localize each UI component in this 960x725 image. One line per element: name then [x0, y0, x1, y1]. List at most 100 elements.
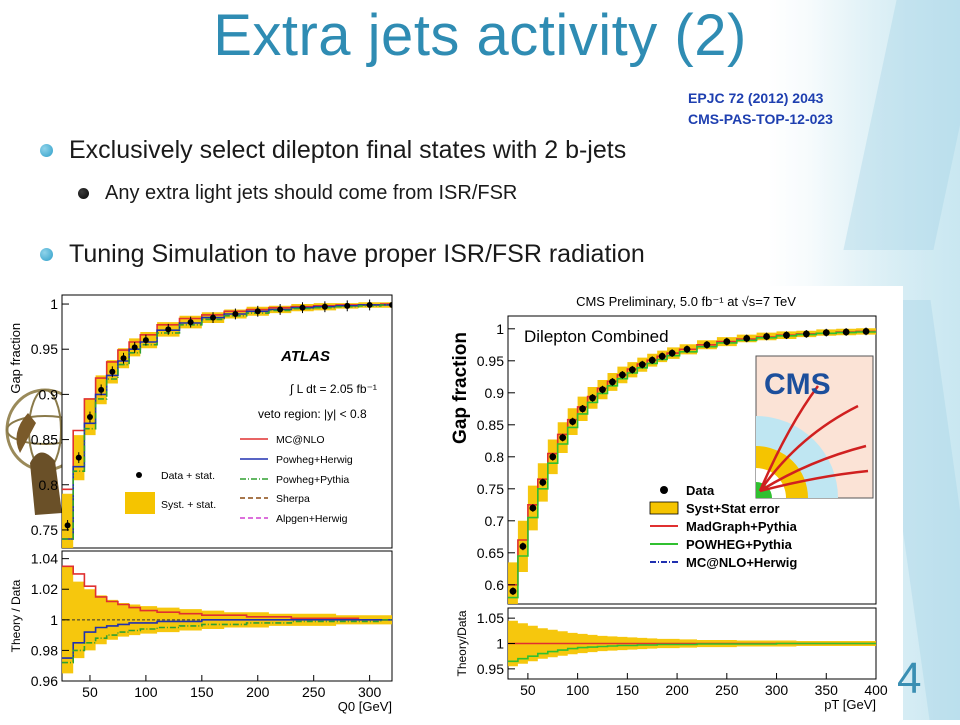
- data-point: [120, 355, 127, 362]
- atlas-logo-icon: [5, 388, 85, 515]
- bullet-text: Exclusively select dilepton final states…: [69, 136, 627, 164]
- data-point: [142, 337, 149, 344]
- legend-label: MadGraph+Pythia: [686, 519, 798, 534]
- legend-band-swatch: [649, 501, 679, 515]
- data-point: [75, 454, 82, 461]
- x-tick-label: 250: [302, 684, 326, 700]
- data-point: [131, 344, 138, 351]
- data-point: [529, 504, 537, 512]
- y-tick-label: 0.9: [39, 386, 59, 402]
- data-point: [539, 479, 547, 486]
- experiment-label: ATLAS: [280, 348, 330, 365]
- ratio-axis-label: Theory/Data: [455, 610, 469, 676]
- reference-epjc[interactable]: EPJC 72 (2012) 2043: [688, 90, 824, 106]
- legend-band-swatch: [125, 492, 155, 514]
- data-point: [519, 543, 527, 550]
- data-point: [862, 327, 870, 335]
- x-tick-label: 300: [765, 682, 789, 698]
- ratio-y-tick-label: 0.95: [477, 661, 504, 677]
- legend-label: Sherpa: [276, 493, 310, 505]
- ratio-plot-area: [62, 565, 392, 674]
- x-tick-label: 200: [246, 684, 270, 700]
- bullet-dot-icon: [40, 144, 53, 157]
- data-point: [668, 349, 676, 357]
- x-axis-label: pT [GeV]: [824, 697, 876, 712]
- legend-label: Data: [686, 483, 715, 498]
- x-tick-label: 100: [566, 682, 590, 698]
- bullet-dot-icon: [40, 248, 53, 261]
- data-point: [723, 338, 731, 345]
- data-point: [599, 386, 606, 393]
- y-tick-label: 0.95: [31, 341, 58, 357]
- data-point: [366, 301, 373, 308]
- y-tick-label: 0.9: [485, 385, 505, 401]
- data-point: [658, 352, 666, 360]
- y-tick-label: 0.85: [477, 417, 504, 433]
- legend-label: Powheg+Herwig: [276, 454, 353, 466]
- y-tick-label: 0.8: [39, 477, 59, 493]
- data-point: [763, 333, 770, 340]
- y-tick-label: 0.75: [31, 522, 58, 538]
- main-plot-frame: [61, 294, 393, 549]
- data-point: [609, 378, 616, 386]
- bullet-text: Any extra light jets should come from IS…: [105, 182, 518, 204]
- main-plot-area: [508, 327, 876, 604]
- cms-gap-fraction-figure: 50 100 150 200 250 300 350 400 0.6 0.65 0.7 0.75 0.8…: [438, 286, 903, 720]
- legend-marker: [136, 472, 142, 478]
- ratio-y-tick-label: 1: [50, 612, 58, 628]
- ratio-y-tick-label: 0.98: [31, 642, 58, 658]
- y-axis-label: Gap fraction: [8, 323, 23, 394]
- legend-label: Syst+Stat error: [686, 501, 780, 516]
- x-tick-label: 250: [715, 682, 739, 698]
- page-number: 4: [897, 654, 922, 703]
- ratio-series-line: [508, 642, 876, 663]
- data-point: [344, 302, 351, 309]
- data-point: [579, 405, 586, 413]
- data-point: [638, 361, 646, 369]
- y-tick-label: 0.75: [477, 481, 504, 497]
- data-point: [509, 587, 517, 595]
- x-tick-label: 150: [616, 682, 640, 698]
- x-tick-label: 200: [665, 682, 689, 698]
- reference-cms-pas[interactable]: CMS-PAS-TOP-12-023: [688, 111, 833, 127]
- series-line: [62, 303, 392, 491]
- bullet-dot-icon: [78, 188, 89, 199]
- ratio-y-tick-label: 1: [496, 636, 504, 652]
- ratio-plot-area: [508, 620, 876, 667]
- legend-label: Powheg+Pythia: [276, 474, 349, 486]
- x-axis-label: Q0 [GeV]: [338, 699, 392, 714]
- data-point: [321, 303, 328, 310]
- x-tick-label: 300: [358, 684, 382, 700]
- ratio-series-line: [62, 619, 392, 659]
- syst-band: [508, 328, 876, 604]
- atlas-plot-svg: 50 100 150 200 250 300 0.75 0.8 0.85 0.9 0.95 1 0.96…: [5, 294, 393, 714]
- chart-title: CMS Preliminary, 5.0 fb⁻¹ at √s=7 TeV: [576, 294, 796, 309]
- data-point: [277, 306, 284, 313]
- data-point: [822, 329, 830, 337]
- sub-bullet-item: Any extra light jets should come from IS…: [78, 182, 517, 205]
- legend-marker: [660, 486, 668, 494]
- cms-logo-text: CMS: [764, 368, 831, 401]
- x-tick-label: 100: [134, 684, 158, 700]
- data-point: [109, 368, 116, 375]
- y-axis-label: Gap fraction: [450, 332, 471, 444]
- bullet-item: Tuning Simulation to have proper ISR/FSR…: [40, 240, 645, 269]
- data-point: [210, 314, 217, 321]
- data-point: [299, 304, 306, 311]
- legend-label: Data + stat.: [161, 470, 215, 482]
- data-point: [683, 345, 691, 353]
- veto-region-label: veto region: |y| < 0.8: [258, 407, 367, 421]
- data-point: [703, 341, 711, 349]
- data-point: [618, 371, 626, 379]
- data-point: [165, 326, 172, 333]
- data-point: [648, 356, 656, 364]
- cms-logo-icon: CMS: [755, 355, 874, 499]
- x-tick-label: 400: [864, 682, 888, 698]
- data-point: [783, 331, 790, 339]
- ratio-y-tick-label: 1.02: [31, 581, 58, 597]
- data-point: [187, 319, 194, 326]
- y-tick-label: 0.8: [485, 449, 505, 465]
- y-tick-label: 1: [496, 321, 504, 337]
- ratio-y-tick-label: 0.96: [31, 673, 58, 689]
- legend-label: Syst. + stat.: [161, 499, 216, 511]
